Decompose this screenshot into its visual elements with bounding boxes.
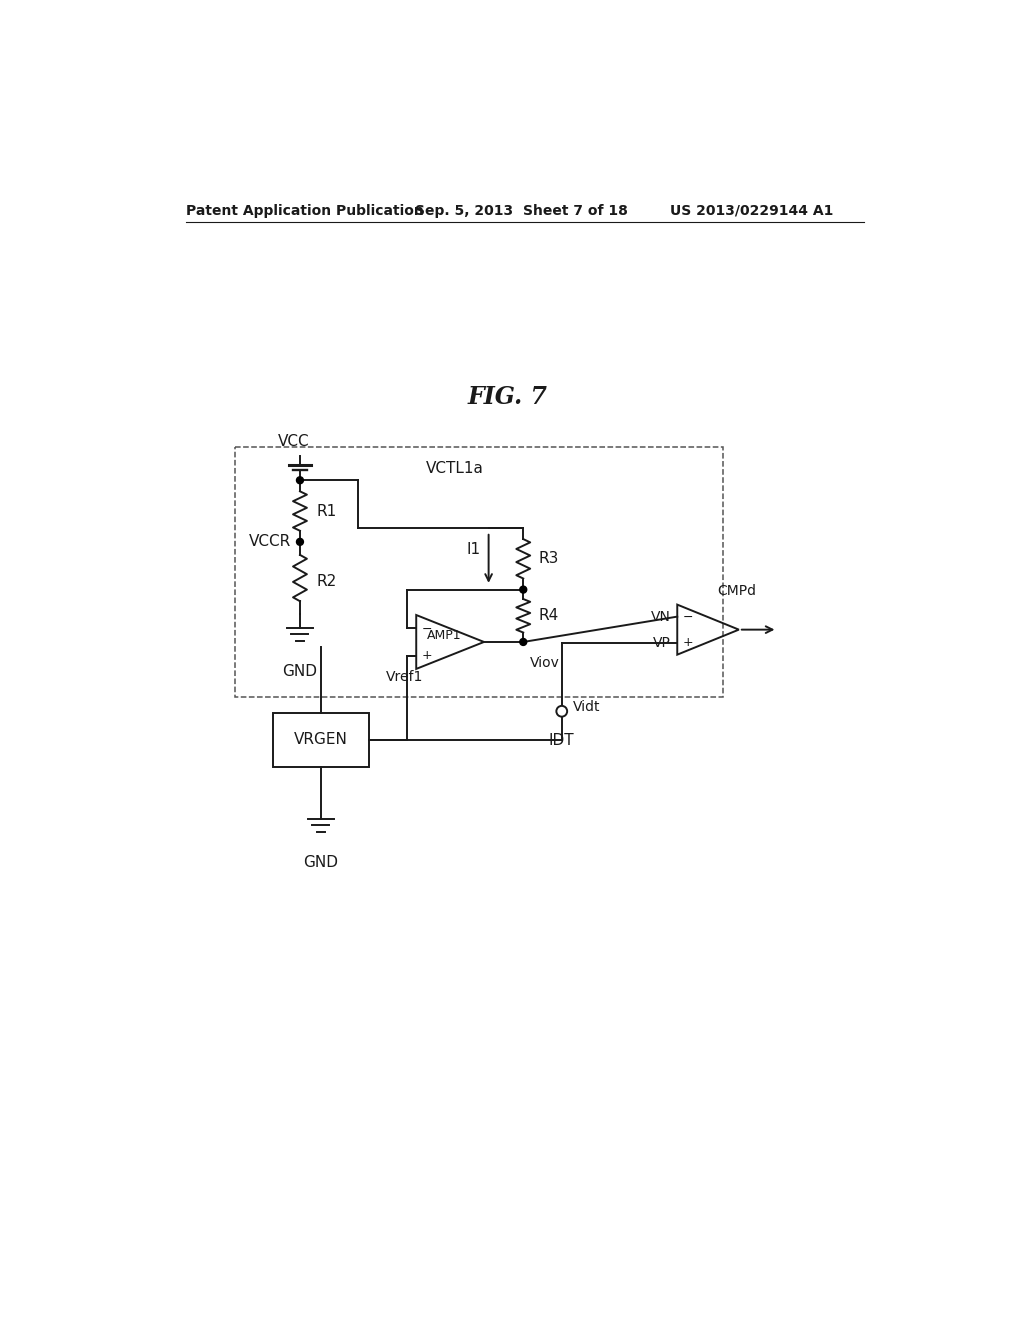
Bar: [234, 447, 724, 697]
Text: VP: VP: [653, 636, 671, 649]
Text: US 2013/0229144 A1: US 2013/0229144 A1: [670, 203, 833, 218]
Text: VCC: VCC: [278, 434, 309, 449]
Circle shape: [520, 639, 526, 645]
Circle shape: [297, 477, 303, 483]
Text: VCTL1a: VCTL1a: [426, 461, 483, 477]
Text: Vref1: Vref1: [386, 669, 423, 684]
Circle shape: [556, 706, 567, 717]
Text: FIG. 7: FIG. 7: [468, 385, 548, 409]
Text: I1: I1: [467, 543, 481, 557]
Text: R2: R2: [316, 574, 337, 589]
Text: R4: R4: [539, 609, 559, 623]
Text: $+$: $+$: [682, 636, 693, 649]
Text: Patent Application Publication: Patent Application Publication: [186, 203, 424, 218]
Text: GND: GND: [303, 855, 338, 870]
Text: Viov: Viov: [529, 656, 559, 669]
Text: $-$: $-$: [422, 622, 432, 635]
Bar: [273, 713, 370, 767]
Text: CMPd: CMPd: [717, 585, 757, 598]
Text: $-$: $-$: [682, 610, 693, 623]
Text: GND: GND: [283, 664, 317, 680]
Text: IDT: IDT: [549, 733, 574, 748]
Text: Sep. 5, 2013: Sep. 5, 2013: [416, 203, 514, 218]
Text: Sheet 7 of 18: Sheet 7 of 18: [523, 203, 628, 218]
Text: $+$: $+$: [422, 649, 432, 663]
Text: VCCR: VCCR: [249, 535, 291, 549]
Text: Vidt: Vidt: [573, 701, 601, 714]
Text: R3: R3: [539, 552, 559, 566]
Circle shape: [297, 539, 303, 545]
Text: R1: R1: [316, 503, 337, 519]
Circle shape: [520, 586, 526, 593]
Text: VN: VN: [651, 610, 671, 623]
Text: VRGEN: VRGEN: [294, 733, 348, 747]
Text: AMP1: AMP1: [427, 630, 461, 643]
